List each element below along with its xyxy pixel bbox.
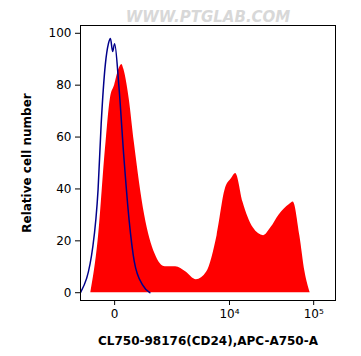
svg-text:20: 20 bbox=[56, 234, 71, 248]
svg-text:10⁴: 10⁴ bbox=[219, 307, 239, 321]
svg-text:Relative cell number: Relative cell number bbox=[20, 93, 34, 233]
svg-text:40: 40 bbox=[56, 182, 71, 196]
svg-text:80: 80 bbox=[56, 78, 71, 92]
svg-text:60: 60 bbox=[56, 130, 71, 144]
svg-text:CL750-98176(CD24),APC-A750-A: CL750-98176(CD24),APC-A750-A bbox=[98, 334, 319, 348]
svg-text:WWW.PTGLAB.COM: WWW.PTGLAB.COM bbox=[126, 8, 291, 26]
svg-text:0: 0 bbox=[64, 286, 72, 300]
svg-text:100: 100 bbox=[49, 26, 72, 40]
svg-text:0: 0 bbox=[111, 307, 119, 321]
svg-text:10⁵: 10⁵ bbox=[304, 307, 324, 321]
